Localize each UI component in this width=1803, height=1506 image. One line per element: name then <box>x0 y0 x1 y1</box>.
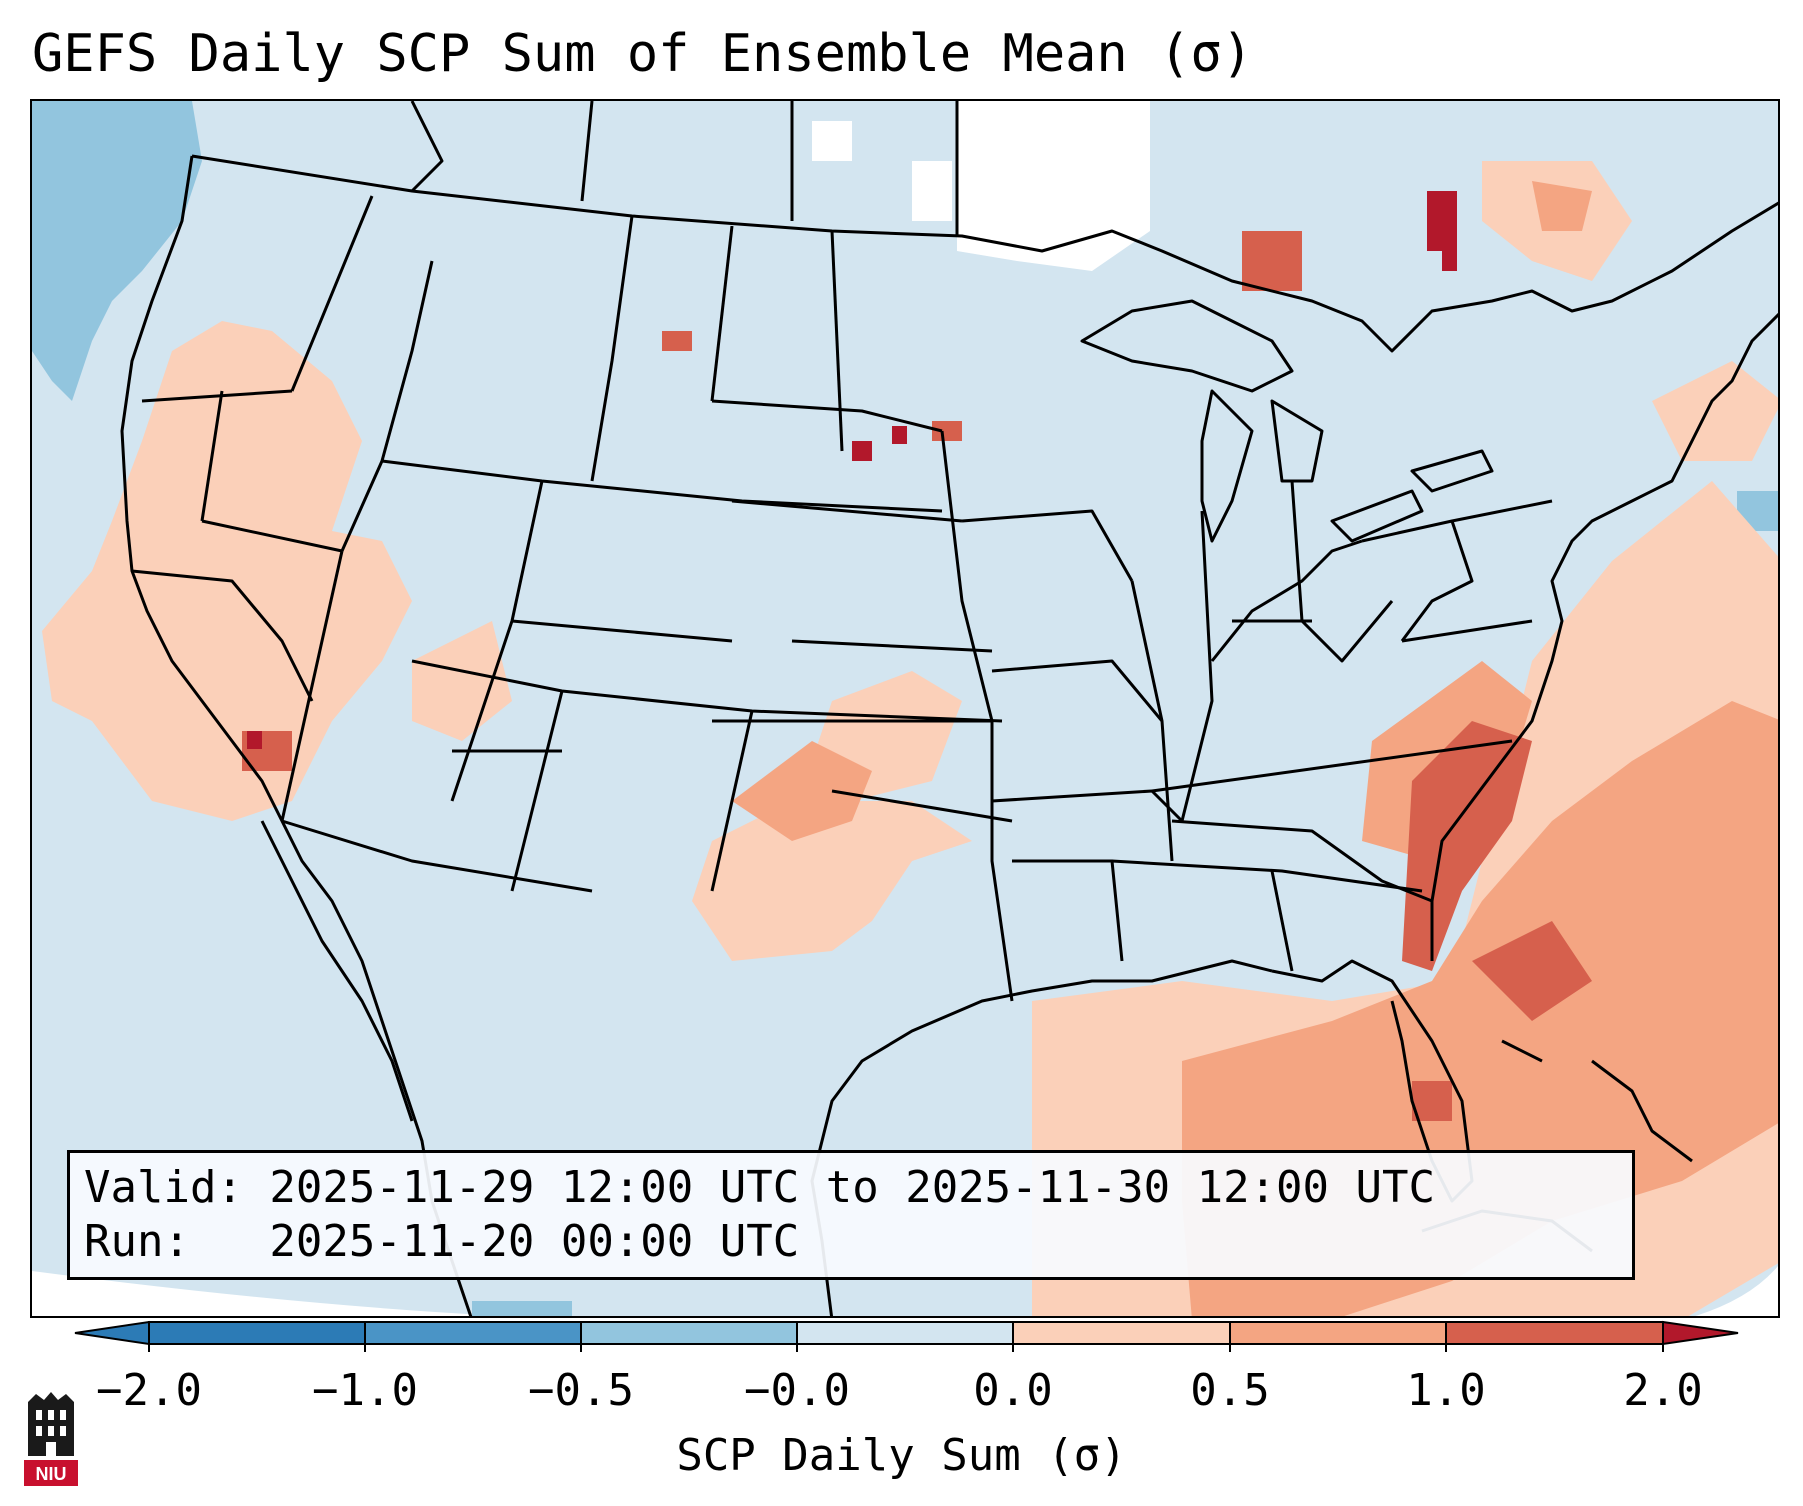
colorbar-tick-label: 0.5 <box>1190 1365 1270 1416</box>
colorbar-segment <box>1446 1322 1663 1344</box>
missing-data-areas <box>32 101 1778 1316</box>
colorbar-tick-label: −0.0 <box>744 1365 850 1416</box>
colorbar-under-arrow <box>74 1320 150 1346</box>
run-time-text: Run: 2025-11-20 00:00 UTC <box>84 1216 800 1267</box>
colorbar-label: SCP Daily Sum (σ) <box>676 1430 1127 1481</box>
map-canvas <box>32 101 1778 1316</box>
colorbar-segment <box>149 1322 365 1344</box>
positive-anomaly-red <box>242 231 1592 1121</box>
colorbar-over-arrow <box>1662 1320 1739 1346</box>
map-panel[interactable] <box>30 99 1780 1318</box>
negative-anomaly-areas <box>32 101 1778 1316</box>
colorbar-segment <box>1230 1322 1446 1344</box>
niu-logo-icon: NIU <box>24 1392 78 1486</box>
validity-info-box: Valid: 2025-11-29 12:00 UTC to 2025-11-3… <box>67 1150 1635 1280</box>
map-title: GEFS Daily SCP Sum of Ensemble Mean (σ) <box>32 24 1253 84</box>
coastlines-and-borders <box>120 101 1778 1316</box>
valid-time-text: Valid: 2025-11-29 12:00 UTC to 2025-11-3… <box>84 1162 1436 1213</box>
colorbar-segment <box>365 1322 581 1344</box>
positive-anomaly-dark <box>247 191 1457 749</box>
colorbar-segment <box>1013 1322 1230 1344</box>
colorbar-tick-label: −1.0 <box>312 1365 418 1416</box>
colorbar-tick-label: 2.0 <box>1623 1365 1703 1416</box>
logo-text: NIU <box>36 1464 67 1484</box>
colorbar-segment <box>797 1322 1013 1344</box>
colorbar-tick-label: 0.0 <box>973 1365 1053 1416</box>
colorbar-tick-label: −2.0 <box>96 1365 202 1416</box>
colorbar-tick-label: −0.5 <box>528 1365 634 1416</box>
colorbar-segment <box>581 1322 797 1344</box>
colorbar-tick-label: 1.0 <box>1406 1365 1486 1416</box>
